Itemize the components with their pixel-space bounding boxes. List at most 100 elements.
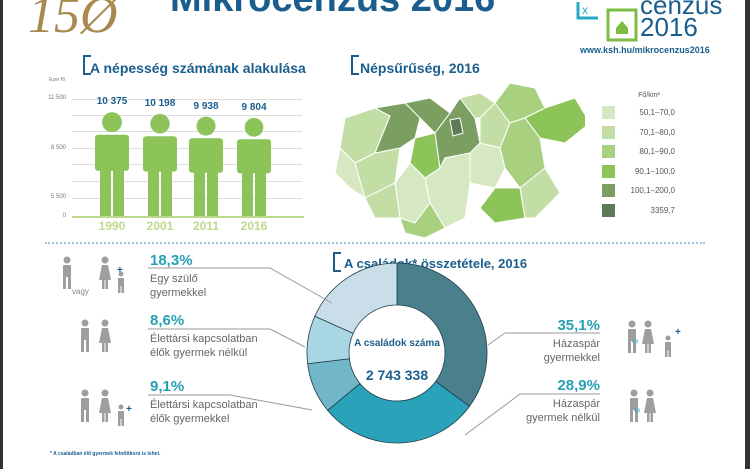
map-region — [479, 187, 526, 224]
families-donut-chart — [306, 262, 488, 444]
leader-line — [487, 332, 600, 346]
bar-value-label: 9 804 — [241, 102, 267, 114]
bar-category-label: 2011 — [192, 219, 220, 233]
legend-label: 90,1–100,0 — [634, 166, 675, 176]
slice-label-married-child: Házaspár gyermekkel — [543, 338, 600, 364]
x-axis — [72, 216, 304, 218]
leader-line — [148, 328, 306, 348]
plus-icon: + — [126, 404, 132, 415]
legend-swatch — [602, 125, 615, 139]
donut-slice — [327, 380, 471, 444]
donut-center-label: A családok száma — [354, 338, 440, 349]
page-title: Mikrocenzus 2016 — [170, 0, 495, 21]
slice-label-single-parent: Egy szülő gyermekkel — [150, 273, 207, 299]
bar-figure — [95, 112, 129, 216]
bar-value-label: 9 938 — [193, 100, 219, 112]
tick-label: 8 500 — [50, 145, 66, 151]
legend-label: 100,1–200,0 — [630, 186, 676, 195]
legend-swatch — [602, 145, 615, 158]
rings-icon: ∞ — [632, 336, 638, 346]
donut-center-value: 2 743 338 — [365, 367, 429, 383]
map-region — [354, 147, 401, 199]
slice-label-married-no-child: Házaspár gyermek nélkül — [526, 398, 600, 424]
tick-label: 5 500 — [50, 194, 66, 200]
hungary-density-map — [335, 82, 585, 238]
population-pictogram-chart — [95, 112, 271, 216]
section-divider — [45, 242, 705, 244]
slice-pct-cohabiting-no-child: 8,6% — [150, 312, 185, 329]
woman-icon — [642, 320, 654, 353]
man-icon — [81, 319, 89, 352]
vagy-label: vagy — [72, 287, 89, 296]
map-region — [399, 202, 446, 238]
bar-figure — [189, 116, 223, 216]
bar-figure — [143, 114, 177, 216]
legend-swatch — [602, 106, 615, 119]
family-people-icons: + vagy + — [63, 256, 132, 426]
section-bracket — [83, 55, 91, 75]
woman-icon — [99, 389, 111, 422]
donut-slice — [314, 262, 398, 334]
bar-value-label: 10 198 — [144, 98, 176, 110]
tick-label: 0 — [62, 213, 66, 219]
gridline — [72, 99, 302, 100]
woman-icon — [99, 256, 111, 289]
gridline — [72, 181, 302, 182]
density-title: Népsűrűség, 2016 — [360, 60, 480, 76]
child-icon — [118, 404, 124, 426]
donut-slice — [396, 262, 488, 407]
man-icon — [81, 389, 89, 422]
bar-category-label: 2016 — [240, 219, 268, 233]
window-border-left — [0, 0, 3, 469]
legend-swatch — [602, 164, 615, 178]
slice-pct-single-parent: 18,3% — [150, 252, 193, 269]
leader-line — [464, 393, 600, 436]
map-region — [469, 142, 506, 189]
plus-icon: + — [675, 327, 681, 338]
slice-pct-cohabiting-child: 9,1% — [150, 378, 185, 395]
leader-line — [148, 267, 333, 304]
bar-value-label: 10 375 — [96, 96, 128, 108]
bar-figure — [237, 117, 271, 216]
section-bracket — [351, 55, 359, 75]
legend-label: 3359,7 — [650, 205, 675, 215]
married-people-icons: ∞ + ∞ — [628, 320, 681, 422]
man-icon — [63, 256, 71, 289]
website-link[interactable]: www.ksh.hu/mikrocenzus2016 — [580, 45, 710, 55]
woman-icon — [99, 319, 111, 352]
window-border-right — [745, 0, 750, 469]
gridline — [72, 164, 302, 165]
gridline — [72, 131, 302, 132]
legend-swatch — [602, 203, 615, 217]
leader-lines — [148, 267, 600, 436]
bar-category-label: 2001 — [146, 219, 174, 233]
slice-label-cohabiting-no-child: Élettársi kapcsolatban élők gyermek nélk… — [150, 333, 258, 359]
population-title: A népesség számának alakulása — [90, 60, 306, 76]
census-logo-text: cenzus 2016 — [640, 0, 723, 42]
rings-icon: ∞ — [634, 405, 640, 415]
tick-label: 11 500 — [48, 95, 66, 101]
slice-label-cohabiting-child: Élettársi kapcsolatban élők gyermekkel — [150, 399, 258, 425]
legend-swatch — [602, 184, 615, 197]
legend-unit: Fő/km² — [638, 92, 660, 99]
census-logo-icon: x — [576, 2, 638, 42]
bar-category-label: 1990 — [98, 219, 126, 233]
anniversary-logo: 15Ø — [28, 0, 118, 44]
svg-text:x: x — [582, 3, 588, 17]
slice-pct-married-no-child: 28,9% — [557, 377, 600, 394]
gridline — [72, 198, 302, 199]
map-region — [519, 167, 561, 219]
child-icon — [665, 335, 671, 357]
legend-label: 70,1–80,0 — [639, 127, 675, 137]
woman-icon — [644, 389, 656, 422]
slice-pct-married-child: 35,1% — [557, 317, 600, 334]
leader-line — [148, 394, 313, 411]
section-bracket — [333, 252, 341, 272]
footnote: * A családban élő gyermek felnőttkorú is… — [50, 451, 161, 457]
map-region — [335, 146, 366, 200]
legend-label: 80,1–90,0 — [639, 147, 675, 156]
unit-label: Ezer fő — [49, 77, 65, 83]
map-region — [449, 117, 464, 137]
gridline — [72, 115, 302, 116]
plus-icon: + — [117, 265, 123, 276]
